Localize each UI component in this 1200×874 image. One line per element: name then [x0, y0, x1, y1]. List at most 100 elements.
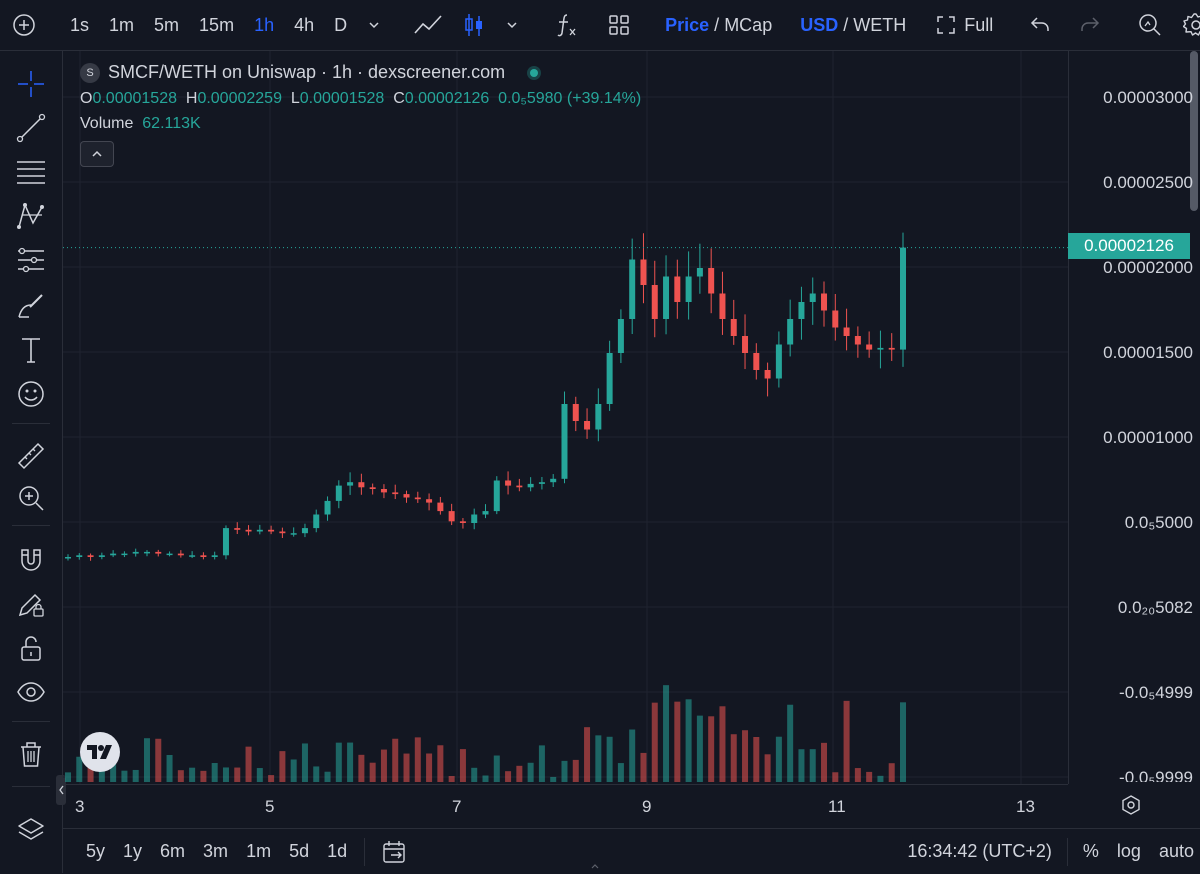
layout-grid-button[interactable] [593, 0, 645, 50]
volume-bar [347, 742, 354, 782]
fullscreen-icon [937, 16, 955, 34]
interval-1m[interactable]: 1m [109, 14, 135, 35]
clock-timezone[interactable]: 16:34:42 (UTC+2) [907, 841, 1052, 861]
candle-body [538, 482, 545, 484]
lock-drawings-edit-tool[interactable] [16, 589, 46, 619]
indicators-button[interactable] [541, 0, 593, 50]
candle-body [685, 276, 692, 302]
volume-bar [65, 772, 71, 782]
log-scale-toggle[interactable]: log [1116, 841, 1141, 861]
candle-body [347, 482, 354, 486]
price-mcap-toggle[interactable]: Price / MCap [657, 0, 780, 50]
crosshair-tool[interactable] [16, 69, 46, 99]
emoji-tool[interactable] [16, 379, 46, 409]
interval-dropdown-button[interactable] [357, 0, 391, 50]
fib-tool[interactable] [16, 157, 46, 187]
candle-body [617, 319, 624, 353]
undo-icon [1031, 17, 1049, 31]
candle-body [358, 482, 365, 488]
volume-bar [222, 767, 229, 782]
auto-scale-toggle[interactable]: auto [1158, 841, 1194, 861]
price-scale[interactable]: 0.00003000 0.00002500 0.00002000 0.00001… [1068, 51, 1200, 784]
range-6m[interactable]: 6m [160, 841, 186, 861]
candle-body [121, 553, 128, 556]
interval-15m[interactable]: 15m [199, 14, 235, 35]
remove-drawings-tool[interactable] [16, 739, 46, 769]
interval-1h[interactable]: 1h [254, 14, 275, 35]
candle-body [674, 276, 681, 302]
redo-button[interactable] [1065, 0, 1115, 50]
candle-body [821, 293, 828, 311]
settings-button[interactable] [1173, 0, 1200, 50]
quick-search-button[interactable] [1127, 0, 1173, 50]
candle-body [155, 551, 162, 554]
go-to-date-button[interactable] [373, 840, 417, 864]
crosshair-icon [18, 71, 44, 97]
price-label: -0.0₅4999 [1119, 683, 1193, 702]
range-5d[interactable]: 5d [289, 841, 310, 861]
hide-drawings-tool[interactable] [16, 677, 46, 707]
brush-tool[interactable] [16, 291, 46, 321]
sidebar-collapse-handle[interactable] [56, 775, 66, 805]
price-scale-scrollbar[interactable] [1190, 51, 1198, 211]
eye-icon [17, 682, 45, 702]
price-option[interactable]: Price [665, 14, 710, 35]
chart-pane[interactable] [63, 51, 1068, 784]
magnet-tool[interactable] [16, 545, 46, 575]
scale-settings-button[interactable] [1120, 794, 1142, 816]
volume-bar [245, 746, 252, 782]
candle-body [380, 489, 387, 493]
undo-button[interactable] [1015, 0, 1065, 50]
fullscreen-button[interactable]: Full [926, 0, 1003, 50]
range-5y[interactable]: 5y [86, 841, 106, 861]
range-1y[interactable]: 1y [123, 841, 143, 861]
range-1m[interactable]: 1m [246, 841, 272, 861]
lock-all-drawings-tool[interactable] [16, 633, 46, 663]
interval-4h[interactable]: 4h [294, 14, 315, 35]
volume-bar [550, 776, 557, 782]
volume-bar [832, 772, 839, 782]
interval-d[interactable]: D [334, 14, 348, 35]
tradingview-logo[interactable] [80, 732, 120, 772]
pane-resize-handle[interactable] [590, 862, 600, 870]
candlestick-chart[interactable] [63, 51, 1068, 784]
currency-toggle[interactable]: USD / WETH [792, 0, 914, 50]
line-chart-button[interactable] [403, 0, 453, 50]
drawing-toolbar [0, 51, 63, 873]
measure-tool[interactable] [16, 441, 46, 471]
volume-bar [787, 704, 794, 782]
range-3m[interactable]: 3m [203, 841, 229, 861]
text-tool[interactable] [16, 335, 46, 365]
interval-5m[interactable]: 5m [154, 14, 180, 35]
candle-body [663, 276, 670, 319]
trend-line-tool[interactable] [16, 113, 46, 143]
candle-body [640, 259, 647, 285]
price-label: -0.0₅9999 [1119, 768, 1193, 782]
usd-option[interactable]: USD [800, 14, 839, 35]
market-status-dot [527, 65, 542, 80]
candle-body [166, 553, 173, 556]
candle-body [211, 555, 218, 557]
symbol-title[interactable]: SMCF/WETH on Uniswap · 1h · dexscreener.… [108, 62, 506, 82]
ohlc-legend: O0.00001528 H0.00002259 L0.00001528 C0.0… [80, 90, 641, 108]
volume-bar [516, 765, 523, 782]
interval-1s[interactable]: 1s [70, 14, 90, 35]
volume-bar [640, 752, 647, 782]
full-label: Full [964, 14, 994, 35]
candle-chart-button[interactable] [453, 0, 495, 50]
zoom-tool[interactable] [16, 483, 46, 513]
low-value: 0.00001528 [299, 90, 385, 107]
time-scale[interactable]: 3 5 7 9 11 13 [63, 784, 1068, 829]
volume-value: 62.113K [142, 115, 201, 132]
legend-collapse-button[interactable] [80, 141, 114, 167]
object-tree-tool[interactable] [16, 816, 46, 846]
candle-body [426, 499, 433, 503]
range-1d[interactable]: 1d [327, 841, 348, 861]
weth-option[interactable]: WETH [853, 14, 907, 35]
add-symbol-button[interactable] [0, 0, 48, 50]
percent-scale-toggle[interactable]: % [1082, 841, 1099, 861]
chart-type-dropdown-button[interactable] [495, 0, 529, 50]
pattern-tool[interactable] [16, 201, 46, 231]
prediction-tool[interactable] [16, 245, 46, 275]
mcap-option[interactable]: MCap [724, 14, 773, 35]
